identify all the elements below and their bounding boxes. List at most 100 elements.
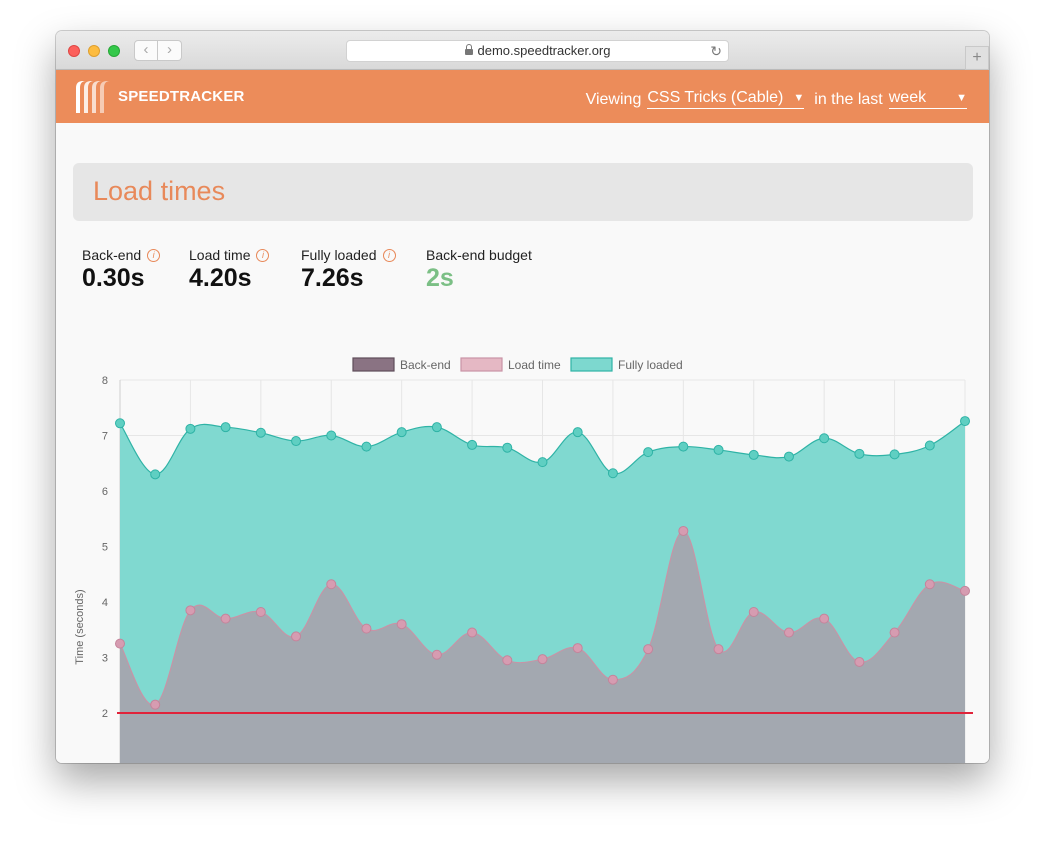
metric-value: 2s bbox=[426, 264, 454, 292]
fully-loaded-point bbox=[572, 427, 583, 438]
load-time-point bbox=[572, 643, 583, 654]
fully-loaded-point bbox=[220, 422, 231, 433]
load-time-point bbox=[291, 631, 302, 642]
profile-select-value: CSS Tricks (Cable) bbox=[647, 89, 784, 106]
minimize-window-button[interactable] bbox=[88, 45, 100, 57]
view-filter: Viewing CSS Tricks (Cable) ▼ in the last… bbox=[586, 85, 967, 109]
metric-value: 7.26s bbox=[301, 264, 364, 292]
browser-window: ‹ › demo.speedtracker.org ↻ + SPEEDTRACK… bbox=[56, 31, 989, 763]
speedtracker-logo-icon bbox=[76, 81, 110, 113]
metric-label: Fully loaded bbox=[301, 247, 377, 263]
forward-arrow-icon[interactable]: › bbox=[158, 40, 182, 61]
load-time-point bbox=[889, 627, 900, 638]
browser-titlebar: ‹ › demo.speedtracker.org ↻ + bbox=[56, 31, 989, 70]
app-header: SPEEDTRACKER Viewing CSS Tricks (Cable) … bbox=[56, 70, 989, 123]
load-time-point bbox=[467, 627, 478, 638]
legend-swatch bbox=[570, 357, 613, 372]
y-axis-title: Time (seconds) bbox=[74, 589, 86, 664]
period-select[interactable]: week ▼ bbox=[888, 89, 967, 109]
legend-label: Load time bbox=[508, 358, 561, 372]
fully-loaded-point bbox=[115, 418, 125, 429]
metric-label: Back-end budget bbox=[426, 247, 532, 263]
period-label: in the last bbox=[814, 91, 883, 108]
metric-load-time: Load time i 4.20s bbox=[189, 247, 270, 293]
load-time-point bbox=[150, 699, 161, 710]
load-time-point bbox=[854, 656, 865, 667]
profile-select[interactable]: CSS Tricks (Cable) ▼ bbox=[647, 89, 805, 109]
info-icon[interactable]: i bbox=[147, 248, 161, 262]
metric-label: Load time bbox=[189, 247, 251, 263]
load-time-point bbox=[115, 638, 125, 649]
y-tick-label: 2 bbox=[102, 708, 108, 720]
y-tick-label: 5 bbox=[102, 542, 108, 554]
load-time-point bbox=[713, 644, 724, 655]
y-tick-label: 4 bbox=[102, 597, 108, 609]
fully-loaded-point bbox=[150, 469, 161, 480]
close-window-button[interactable] bbox=[68, 45, 80, 57]
zoom-window-button[interactable] bbox=[108, 45, 120, 57]
load-time-point bbox=[502, 655, 513, 666]
y-tick-label: 8 bbox=[102, 375, 108, 387]
fully-loaded-point bbox=[431, 422, 442, 433]
load-time-point bbox=[819, 613, 830, 624]
section-header: Load times bbox=[73, 163, 973, 221]
lock-icon bbox=[464, 44, 473, 55]
metric-value: 0.30s bbox=[82, 264, 145, 292]
url-text: demo.speedtracker.org bbox=[477, 43, 611, 58]
fully-loaded-point bbox=[960, 416, 970, 427]
load-time-point bbox=[185, 605, 196, 616]
viewing-label: Viewing bbox=[585, 91, 642, 108]
load-time-point bbox=[537, 654, 548, 665]
info-icon[interactable]: i bbox=[256, 248, 270, 262]
metric-fully-loaded: Fully loaded i 7.26s bbox=[301, 247, 396, 293]
new-tab-plus-icon[interactable]: + bbox=[965, 46, 989, 70]
legend-swatch bbox=[460, 357, 503, 372]
reload-icon[interactable]: ↻ bbox=[710, 43, 722, 59]
caret-down-icon: ▼ bbox=[793, 92, 805, 104]
fully-loaded-point bbox=[678, 441, 689, 452]
fully-loaded-point bbox=[783, 451, 794, 462]
fully-loaded-point bbox=[255, 427, 266, 438]
fully-loaded-point bbox=[889, 449, 900, 460]
load-time-point bbox=[255, 606, 266, 617]
y-tick-label: 6 bbox=[102, 486, 108, 498]
fully-loaded-point bbox=[748, 449, 759, 460]
main-content: Load times Back-end i 0.30s Load time i … bbox=[56, 123, 989, 763]
load-time-point bbox=[431, 649, 442, 660]
legend-label: Back-end bbox=[400, 358, 451, 372]
load-time-point bbox=[678, 525, 689, 536]
fully-loaded-point bbox=[924, 440, 935, 451]
fully-loaded-point bbox=[396, 427, 407, 438]
load-time-point bbox=[783, 627, 794, 638]
metric-backend-budget: Back-end budget 2s bbox=[426, 247, 532, 293]
y-tick-label: 7 bbox=[102, 431, 108, 443]
fully-loaded-point bbox=[502, 442, 513, 453]
load-time-point bbox=[607, 674, 618, 685]
load-time-point bbox=[361, 623, 372, 634]
fully-loaded-point bbox=[361, 441, 372, 452]
period-select-value: week bbox=[888, 89, 927, 106]
caret-down-icon: ▼ bbox=[956, 92, 967, 104]
load-time-point bbox=[924, 579, 935, 590]
info-icon[interactable]: i bbox=[382, 248, 396, 262]
fully-loaded-point bbox=[819, 433, 830, 444]
fully-loaded-point bbox=[291, 436, 302, 447]
fully-loaded-point bbox=[467, 439, 478, 450]
back-arrow-icon[interactable]: ‹ bbox=[134, 40, 158, 61]
fully-loaded-point bbox=[643, 447, 654, 458]
brand[interactable]: SPEEDTRACKER bbox=[74, 80, 245, 113]
load-time-point bbox=[748, 606, 759, 617]
fully-loaded-point bbox=[185, 423, 196, 434]
address-bar[interactable]: demo.speedtracker.org ↻ bbox=[346, 40, 729, 62]
legend-swatch bbox=[352, 357, 395, 372]
load-time-point bbox=[326, 579, 337, 590]
load-time-point bbox=[396, 619, 407, 630]
y-tick-label: 3 bbox=[102, 653, 108, 665]
fully-loaded-point bbox=[713, 444, 724, 455]
fully-loaded-point bbox=[326, 430, 337, 441]
fully-loaded-point bbox=[854, 448, 865, 459]
load-time-point bbox=[960, 585, 970, 596]
metric-label: Back-end bbox=[82, 247, 142, 263]
metric-backend: Back-end i 0.30s bbox=[82, 247, 161, 293]
